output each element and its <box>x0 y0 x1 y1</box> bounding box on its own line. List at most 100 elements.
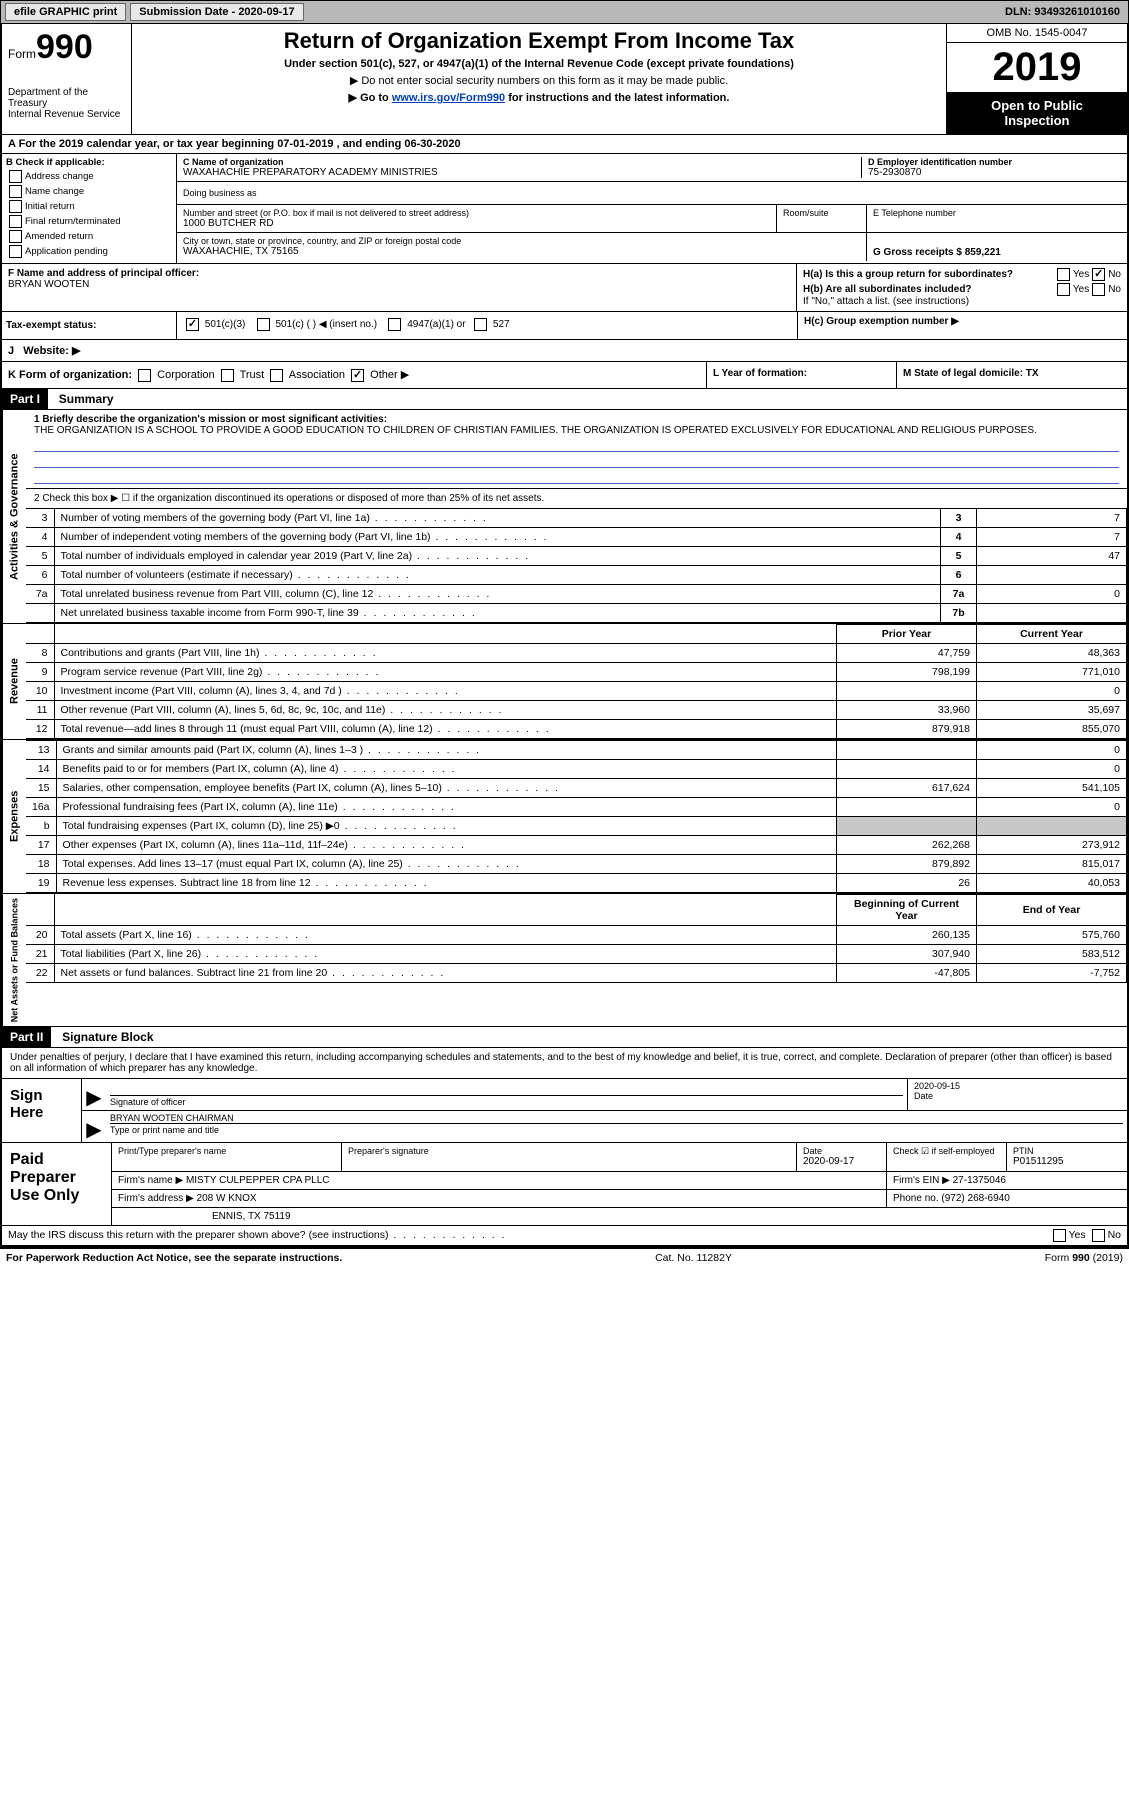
lbl-trust: Trust <box>240 369 265 381</box>
box-e-label: E Telephone number <box>873 208 1121 218</box>
discuss-yes[interactable] <box>1053 1229 1066 1242</box>
cb-assoc[interactable] <box>270 369 283 382</box>
sig-name-field: BRYAN WOOTEN CHAIRMAN Type or print name… <box>106 1111 1127 1142</box>
street-label: Number and street (or P.O. box if mail i… <box>183 208 770 218</box>
ha-yes[interactable] <box>1057 268 1070 281</box>
box-f: F Name and address of principal officer:… <box>2 264 797 311</box>
cb-other[interactable] <box>351 369 364 382</box>
dln-label: DLN: 93493261010160 <box>1005 6 1120 18</box>
box-m: M State of legal domicile: TX <box>897 362 1127 388</box>
discuss-label: May the IRS discuss this return with the… <box>8 1229 507 1242</box>
side-governance: Activities & Governance <box>2 410 26 623</box>
footer-left: For Paperwork Reduction Act Notice, see … <box>6 1252 342 1264</box>
table-row: 21 Total liabilities (Part X, line 26) 3… <box>26 944 1127 963</box>
hb-no-lbl: No <box>1108 284 1121 295</box>
street-row: Number and street (or P.O. box if mail i… <box>177 205 1127 233</box>
hdr-prior: Prior Year <box>837 624 977 643</box>
part2-header-bar: Part II Signature Block <box>2 1026 1127 1048</box>
sig-date-label: Date <box>914 1091 1121 1101</box>
table-row: 3 Number of voting members of the govern… <box>26 508 1127 527</box>
lbl-address-change: Address change <box>25 171 94 182</box>
cb-name-change[interactable] <box>9 185 22 198</box>
open-to-public: Open to Public Inspection <box>947 92 1127 134</box>
hb-no[interactable] <box>1092 283 1105 296</box>
section-b-to-g: B Check if applicable: Address change Na… <box>2 154 1127 264</box>
cb-4947[interactable] <box>388 318 401 331</box>
footer-mid: Cat. No. 11282Y <box>342 1252 1044 1264</box>
hdr-end: End of Year <box>977 894 1127 925</box>
firm-name-value: MISTY CULPEPPER CPA PLLC <box>186 1175 330 1186</box>
box-b-title: B Check if applicable: <box>6 157 172 168</box>
discuss-no[interactable] <box>1092 1229 1105 1242</box>
cb-corp[interactable] <box>138 369 151 382</box>
form-container: Form990 Department of the Treasury Inter… <box>0 24 1129 1248</box>
firm-name-label: Firm's name ▶ <box>118 1175 183 1186</box>
dba-row: Doing business as <box>177 182 1127 205</box>
revenue-section: Revenue Prior Year Current Year 8 Contri… <box>2 623 1127 739</box>
ha-yes-lbl: Yes <box>1073 269 1089 280</box>
table-row: 7a Total unrelated business revenue from… <box>26 584 1127 603</box>
cb-527[interactable] <box>474 318 487 331</box>
sign-here-row: Sign Here ▶ Signature of officer 2020-09… <box>2 1079 1127 1142</box>
box-g-label: G Gross receipts $ 859,221 <box>873 247 1121 258</box>
website-row: J Website: <box>2 340 1127 362</box>
ha-label: H(a) Is this a group return for subordin… <box>803 269 1054 280</box>
prep-sig-label: Preparer's signature <box>348 1146 790 1156</box>
tax-status-options: 501(c)(3) 501(c) ( ) ◀ (insert no.) 4947… <box>177 312 797 339</box>
form-label: Form <box>8 47 36 61</box>
paid-preparer-label: Paid Preparer Use Only <box>2 1143 112 1225</box>
city-row: City or town, state or province, country… <box>177 233 1127 261</box>
hb-yes[interactable] <box>1057 283 1070 296</box>
top-toolbar: efile GRAPHIC print Submission Date - 20… <box>0 0 1129 24</box>
officer-name: BRYAN WOOTEN <box>8 279 790 290</box>
cb-address-change[interactable] <box>9 170 22 183</box>
lbl-amended: Amended return <box>25 231 93 242</box>
submission-date-button[interactable]: Submission Date - 2020-09-17 <box>130 3 303 21</box>
sig-name-value: BRYAN WOOTEN CHAIRMAN <box>110 1113 1123 1123</box>
lbl-initial-return: Initial return <box>25 201 75 212</box>
inspect-line2: Inspection <box>951 113 1123 128</box>
header-center: Return of Organization Exempt From Incom… <box>132 24 947 134</box>
cb-501c[interactable] <box>257 318 270 331</box>
cb-final-return[interactable] <box>9 215 22 228</box>
cb-trust[interactable] <box>221 369 234 382</box>
tax-status-label: Tax-exempt status: <box>2 312 177 339</box>
discuss-no-lbl: No <box>1108 1229 1121 1242</box>
table-row: 15 Salaries, other compensation, employe… <box>26 778 1127 797</box>
efile-print-button[interactable]: efile GRAPHIC print <box>5 3 126 21</box>
cb-initial-return[interactable] <box>9 200 22 213</box>
prep-date-value: 2020-09-17 <box>803 1156 880 1167</box>
box-h: H(a) Is this a group return for subordin… <box>797 264 1127 311</box>
hb-yes-lbl: Yes <box>1073 284 1089 295</box>
instruction-2: Go to www.irs.gov/Form990 for instructio… <box>140 91 938 104</box>
lbl-assoc: Association <box>289 369 345 381</box>
table-row: 13 Grants and similar amounts paid (Part… <box>26 740 1127 759</box>
line2: 2 Check this box ▶ ☐ if the organization… <box>26 489 1127 508</box>
cb-app-pending[interactable] <box>9 245 22 258</box>
table-row: 16a Professional fundraising fees (Part … <box>26 797 1127 816</box>
part1-header-bar: Part I Summary <box>2 389 1127 410</box>
line1-label: 1 Briefly describe the organization's mi… <box>34 414 1119 425</box>
form-header: Form990 Department of the Treasury Inter… <box>2 24 1127 135</box>
cb-501c3[interactable] <box>186 318 199 331</box>
phone-value: (972) 268-6940 <box>941 1193 1009 1204</box>
net-table: Beginning of Current Year End of Year 20… <box>26 894 1127 983</box>
sig-arrow-1: ▶ <box>82 1079 106 1110</box>
firm-addr-label: Firm's address ▶ <box>118 1193 194 1204</box>
hc-label: H(c) Group exemption number ▶ <box>804 316 1121 327</box>
exp-table: 13 Grants and similar amounts paid (Part… <box>26 740 1127 893</box>
irs-link[interactable]: www.irs.gov/Form990 <box>392 92 505 104</box>
table-row: 9 Program service revenue (Part VIII, li… <box>26 662 1127 681</box>
hb-label: H(b) Are all subordinates included? <box>803 284 1054 295</box>
instruction-1: Do not enter social security numbers on … <box>140 74 938 87</box>
page-footer: For Paperwork Reduction Act Notice, see … <box>0 1248 1129 1267</box>
ha-no[interactable] <box>1092 268 1105 281</box>
footer-right: Form 990 (2019) <box>1045 1252 1123 1264</box>
cb-amended[interactable] <box>9 230 22 243</box>
header-right: OMB No. 1545-0047 2019 Open to Public In… <box>947 24 1127 134</box>
k-label: K Form of organization: <box>8 369 132 381</box>
row-a-tax-year: A For the 2019 calendar year, or tax yea… <box>2 135 1127 154</box>
firm-ein-label: Firm's EIN ▶ <box>893 1175 950 1186</box>
inspect-line1: Open to Public <box>951 98 1123 113</box>
goto-pre: Go to <box>360 92 392 104</box>
